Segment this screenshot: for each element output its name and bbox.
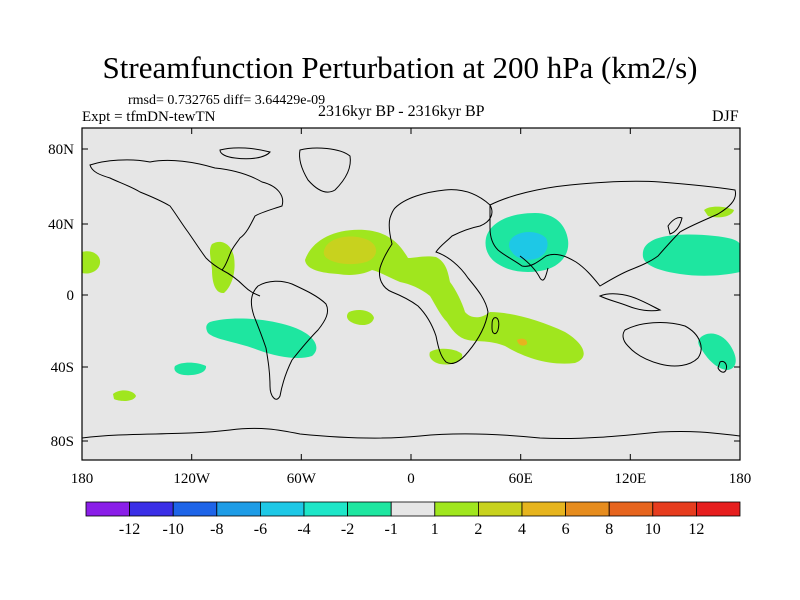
period-label: 2316kyr BP - 2316kyr BP [318, 103, 485, 120]
colorbar-swatch [652, 501, 697, 517]
coast-europe-africa [379, 189, 493, 365]
contour-fill-south-atlantic [346, 310, 374, 326]
colorbar-label: 4 [518, 521, 526, 538]
lon-tick-label: 180 [71, 471, 94, 487]
coast-southeast-asia-islands [598, 293, 662, 312]
colorbar-label: -4 [297, 521, 310, 538]
coast-south-america [250, 280, 329, 400]
coastlines [82, 147, 740, 440]
lon-tick-label: 0 [407, 471, 415, 487]
contour-fill-atlantic [305, 229, 584, 364]
colorbar-label: 1 [431, 521, 439, 538]
coast-greenland [299, 147, 351, 193]
contour-fill-indian-ocean-core [517, 338, 528, 346]
colorbar-swatch [303, 501, 348, 517]
coast-japan [667, 217, 683, 235]
colorbar-swatch [477, 501, 523, 517]
lon-tick-label: 120W [173, 471, 211, 487]
colorbar-label: -2 [341, 521, 354, 538]
map-background [82, 128, 740, 460]
coast-central-america [221, 269, 261, 297]
colorbar-swatch [390, 501, 436, 517]
coast-north-america [89, 159, 284, 271]
colorbar-swatch [696, 501, 741, 517]
colorbar [85, 501, 741, 517]
contour-fill-west-pacific [642, 234, 740, 276]
coast-arctic-islands [219, 147, 271, 160]
experiment-label: Expt = tfmDN-tewTN [82, 109, 216, 125]
coast-new-zealand [717, 361, 727, 373]
colorbar-label: -1 [385, 521, 398, 538]
lon-tick-label: 180 [729, 471, 752, 487]
lat-tick-label: 40S [51, 360, 74, 376]
contour-fill-atlantic-core [323, 236, 377, 265]
colorbar-label: 12 [688, 521, 704, 538]
lon-tick-label: 60E [509, 471, 533, 487]
colorbar-label: -8 [210, 521, 223, 538]
contour-fill-east-pacific [82, 251, 101, 274]
colorbar-label: 2 [474, 521, 482, 538]
colorbar-label: 10 [645, 521, 661, 538]
coast-asia [489, 180, 737, 287]
coast-antarctica [82, 427, 740, 440]
axis-ticks [81, 128, 741, 460]
contour-fill-south-pacific-small [174, 362, 207, 376]
lon-tick-label: 120E [614, 471, 646, 487]
colorbar-label: 8 [605, 521, 613, 538]
coast-india [519, 255, 549, 281]
colorbar-swatch [85, 501, 130, 517]
lat-tick-label: 80N [48, 142, 74, 158]
plot-title: Streamfunction Perturbation at 200 hPa (… [102, 50, 698, 85]
season-label: DJF [712, 108, 739, 125]
lat-tick-label: 40N [48, 217, 74, 233]
contour-fills [82, 206, 740, 401]
colorbar-swatch [565, 501, 610, 517]
colorbar-swatch [259, 501, 305, 517]
colorbar-label: -6 [254, 521, 267, 538]
contour-fill-south-pacific [113, 390, 136, 401]
lat-tick-label: 0 [67, 288, 75, 304]
contour-fill-australia [698, 333, 736, 370]
colorbar-label: 6 [562, 521, 570, 538]
contour-fill-south-africa [429, 348, 463, 365]
coast-australia [622, 322, 702, 367]
colorbar-swatch [172, 501, 218, 517]
colorbar-swatch [129, 501, 174, 517]
colorbar-swatch [216, 501, 261, 517]
colorbar-swatch [521, 501, 566, 517]
contour-fill-asia-core [509, 232, 548, 260]
colorbar-labels: -12 -10 -8 -6 -4 -2 -1 1 2 4 6 8 10 12 [119, 521, 704, 538]
contour-fill-central-america [209, 241, 235, 294]
coast-madagascar [491, 317, 500, 335]
latitude-axis: 80N 40N 0 40S 80S [48, 142, 74, 450]
contour-fill-north-pacific [704, 206, 734, 218]
contour-fill-southeast-pacific [206, 318, 317, 358]
lat-tick-label: 80S [51, 434, 74, 450]
colorbar-label: -12 [119, 521, 140, 538]
lon-tick-label: 60W [287, 471, 317, 487]
colorbar-swatch [347, 501, 392, 517]
longitude-axis: 180 120W 60W 0 60E 120E 180 [71, 471, 752, 487]
stats-label: rmsd= 0.732765 diff= 3.64429e-09 [128, 93, 326, 108]
colorbar-swatch [434, 501, 479, 517]
colorbar-label: -10 [163, 521, 184, 538]
colorbar-swatch [608, 501, 654, 517]
